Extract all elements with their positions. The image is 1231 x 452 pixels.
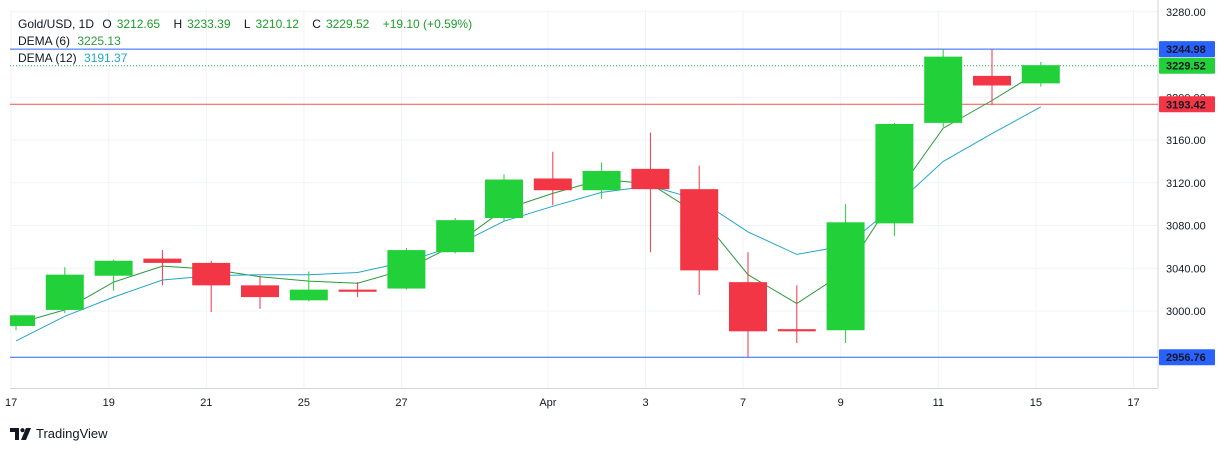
x-tick-label-7: 7 xyxy=(740,397,746,409)
dema6-row: DEMA (6) 3225.13 xyxy=(18,33,477,50)
y-tick-label-6: 3280.00 xyxy=(1166,7,1206,19)
high-key: H xyxy=(173,17,183,31)
y-tick-label-4: 3160.00 xyxy=(1166,135,1206,147)
candle-body-14 xyxy=(680,189,719,271)
candle-body-21 xyxy=(1021,65,1060,84)
x-tick-label-11: 17 xyxy=(1127,397,1139,409)
tradingview-logo[interactable]: TradingView xyxy=(10,426,108,441)
dema12-row: DEMA (12) 3191.37 xyxy=(18,50,477,67)
candle-body-4 xyxy=(192,262,231,286)
candle-body-11 xyxy=(533,178,572,191)
y-tick-label-2: 3080.00 xyxy=(1166,221,1206,233)
x-tick-label-0: 17 xyxy=(5,397,17,409)
brand-name: TradingView xyxy=(36,426,108,441)
candle-body-0 xyxy=(10,315,35,326)
price-tag-label-3: 2956.76 xyxy=(1166,352,1206,364)
candle-body-7 xyxy=(338,289,377,292)
y-tick-label-0: 3000.00 xyxy=(1166,306,1206,318)
candle-body-9 xyxy=(436,220,475,253)
candle-body-18 xyxy=(875,123,914,224)
price-tag-bg-0 xyxy=(1159,41,1215,58)
dema12-label: DEMA (12) xyxy=(18,51,77,65)
price-tag-label-0: 3244.98 xyxy=(1166,44,1206,56)
candle-body-8 xyxy=(387,250,426,289)
price-tag-bg-2 xyxy=(1159,96,1215,113)
y-tick-label-1: 3040.00 xyxy=(1166,263,1206,275)
x-tick-label-6: 3 xyxy=(642,397,648,409)
price-tag-label-1: 3229.52 xyxy=(1166,61,1206,73)
dema12-value: 3191.37 xyxy=(84,51,128,65)
high-value: 3233.39 xyxy=(187,17,231,31)
dema-line-6 xyxy=(15,70,1042,325)
ohlc-row: Gold/USD, 1D O 3212.65 H 3233.39 L 3210.12 … xyxy=(18,16,477,33)
candle-body-20 xyxy=(973,75,1011,86)
candle-body-1 xyxy=(45,274,84,310)
x-tick-label-3: 25 xyxy=(298,397,310,409)
dema6-value: 3225.13 xyxy=(77,34,121,48)
open-value: 3212.65 xyxy=(116,17,161,31)
x-tick-label-10: 15 xyxy=(1030,397,1042,409)
y-tick-label-3: 3120.00 xyxy=(1166,178,1206,190)
close-key: C xyxy=(312,17,321,31)
open-key: O xyxy=(102,17,112,31)
close-value: 3229.52 xyxy=(325,17,370,31)
x-tick-label-4: 27 xyxy=(395,397,407,409)
x-tick-label-8: 9 xyxy=(838,397,844,409)
x-tick-label-2: 21 xyxy=(200,397,212,409)
price-tag-label-2: 3193.42 xyxy=(1166,99,1206,111)
price-tag-bg-3 xyxy=(1159,349,1215,366)
candle-body-10 xyxy=(485,179,523,219)
x-tick-label-9: 11 xyxy=(933,397,944,409)
candle-body-5 xyxy=(241,285,279,298)
x-tick-label-1: 19 xyxy=(103,397,115,409)
symbol-label: Gold/USD, 1D xyxy=(18,17,95,31)
low-value: 3210.12 xyxy=(255,17,299,31)
dema-line-12 xyxy=(15,106,1042,342)
candle-body-13 xyxy=(631,168,670,190)
candle-body-6 xyxy=(289,289,328,301)
change-value: +19.10 (+0.59%) xyxy=(382,17,473,31)
candle-body-19 xyxy=(924,56,963,123)
dema6-label: DEMA (6) xyxy=(18,34,71,48)
candle-body-16 xyxy=(777,329,816,332)
candle-body-2 xyxy=(94,260,133,276)
price-tag-bg-1 xyxy=(1159,57,1215,74)
x-tick-label-5: Apr xyxy=(539,397,556,409)
plot-area[interactable] xyxy=(0,48,1158,358)
chart-legend: Gold/USD, 1D O 3212.65 H 3233.39 L 3210.12 … xyxy=(18,16,477,67)
candle-body-3 xyxy=(143,258,182,263)
candle-body-17 xyxy=(826,222,865,331)
candle-body-15 xyxy=(729,282,767,332)
low-key: L xyxy=(243,17,251,31)
tradingview-icon xyxy=(10,427,31,440)
candle-body-12 xyxy=(582,170,621,191)
